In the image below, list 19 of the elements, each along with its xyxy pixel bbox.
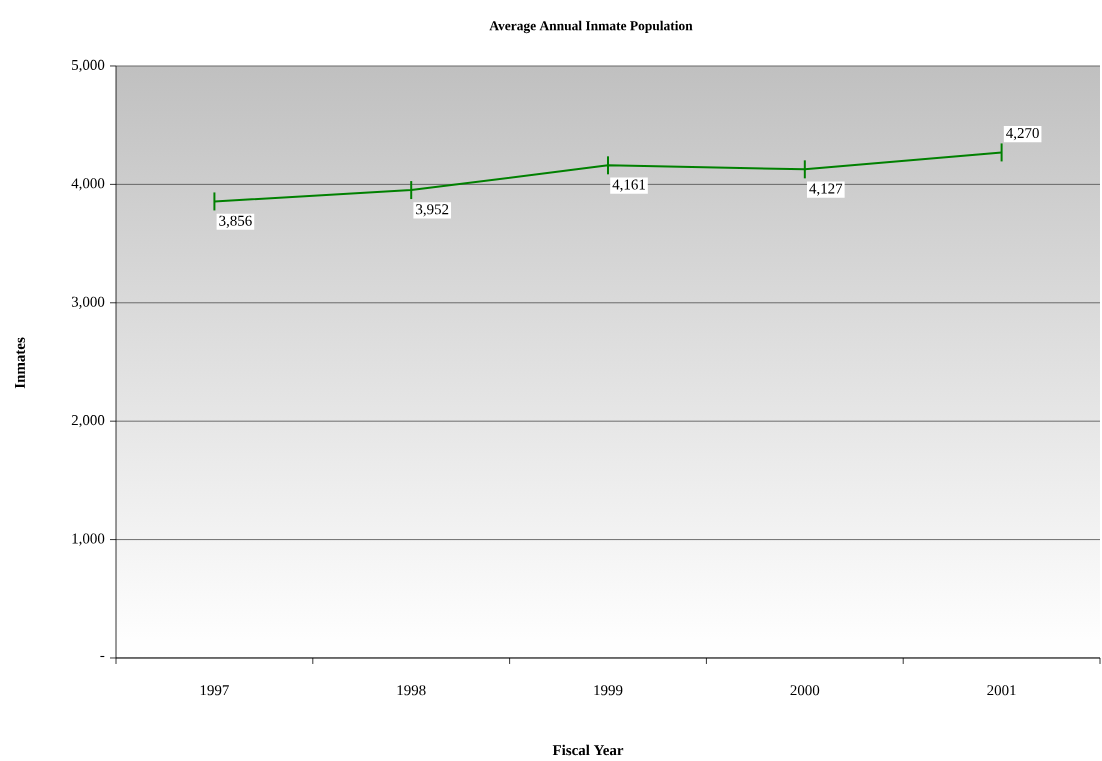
x-tick-label: 1997 <box>200 685 229 696</box>
y-tick-label: 3,000 <box>71 296 105 309</box>
x-axis-title: Fiscal Year <box>552 744 624 756</box>
x-tick-label: 2001 <box>987 685 1016 696</box>
y-tick-label: 4,000 <box>71 178 105 191</box>
y-tick-label: 1,000 <box>72 533 105 546</box>
y-axis-title: Inmates <box>15 337 25 389</box>
y-tick-label: 5,000 <box>72 59 105 73</box>
y-tick-label: 2,000 <box>71 415 105 428</box>
data-label: 4,270 <box>1006 127 1039 141</box>
data-label: 4,127 <box>809 183 843 196</box>
data-label: 3,856 <box>219 215 252 228</box>
x-tick-label: 1998 <box>397 685 426 696</box>
x-tick-label: 1999 <box>594 685 623 696</box>
chart-title: Average Annual Inmate Population <box>489 20 693 34</box>
y-tick-label: - <box>100 655 105 658</box>
x-tick-label: 2000 <box>790 685 820 696</box>
data-label: 3,952 <box>416 204 449 217</box>
data-label: 4,161 <box>612 179 645 192</box>
